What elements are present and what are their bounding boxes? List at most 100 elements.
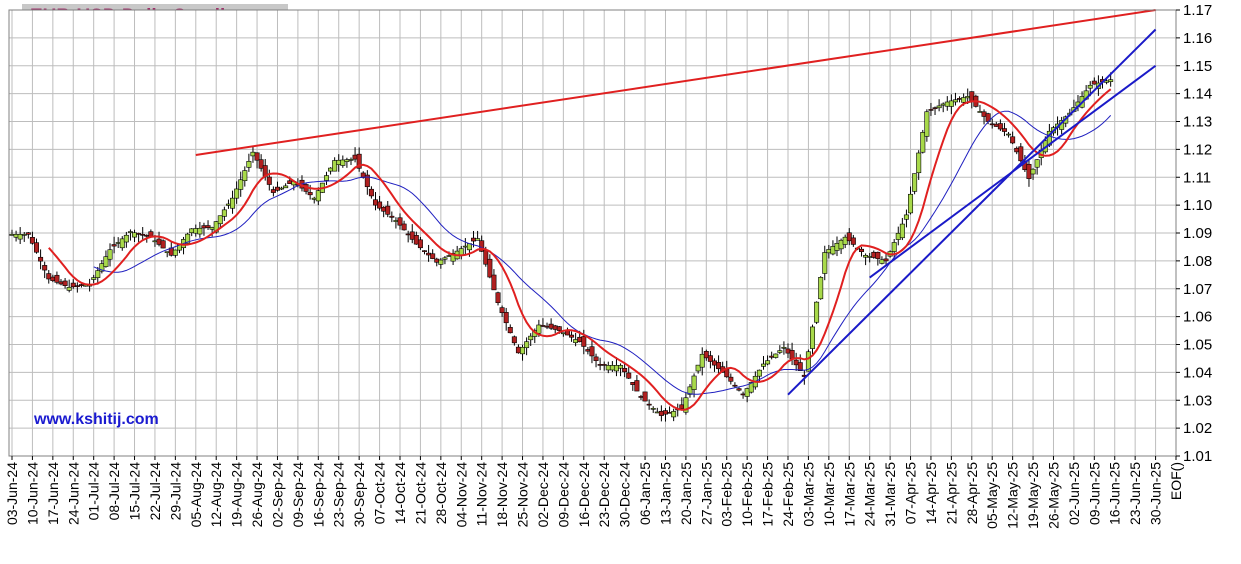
candle-body (254, 152, 260, 161)
candle-body (409, 231, 415, 240)
candle-body (883, 258, 889, 262)
candle-body (189, 228, 195, 234)
x-tick-label: 10-Jun-24 (24, 462, 40, 525)
candle-body (111, 244, 117, 247)
candle-body (891, 242, 897, 252)
candle-body (99, 263, 105, 272)
candle-body (879, 259, 885, 264)
candle-body (307, 192, 313, 196)
candle-body (1018, 146, 1024, 162)
candle-body (867, 256, 873, 258)
candle-body (662, 410, 668, 415)
candle-body (899, 223, 905, 239)
candle-body (1091, 80, 1097, 85)
candle-body (103, 256, 109, 267)
candle-body (863, 255, 869, 258)
x-tick-label: 23-Dec-24 (596, 462, 612, 528)
candle-body (348, 159, 354, 161)
candle-body (58, 281, 64, 285)
candle-body (850, 237, 856, 245)
candle-body (446, 255, 452, 257)
x-tick-label: 28-Oct-24 (433, 462, 449, 524)
x-tick-label: 12-May-25 (1005, 462, 1021, 529)
candle-body (434, 258, 440, 263)
candle-body (70, 282, 76, 288)
website-label: www.kshitij.com (34, 411, 159, 428)
y-tick-label: 1.12 (1183, 141, 1212, 158)
candle-body (1087, 84, 1093, 89)
y-tick-label: 1.05 (1183, 337, 1212, 354)
candle-body (152, 240, 158, 243)
candle-body (703, 351, 709, 359)
candle-body (471, 237, 477, 242)
candle-body (115, 242, 121, 244)
candle-body (499, 307, 505, 314)
candle-body (123, 234, 129, 243)
candle-body (756, 369, 762, 377)
candle-body (634, 380, 640, 392)
candle-body (940, 103, 946, 106)
x-tick-label: 19-Aug-24 (229, 462, 245, 528)
candle-body (491, 274, 497, 291)
candle-body (127, 231, 133, 233)
x-axis-labels: 03-Jun-24 10-Jun-24 17-Jun-24 24-Jun-24 01-J… (4, 456, 1184, 529)
candle-body (136, 233, 142, 235)
candle-body (78, 284, 84, 286)
y-tick-label: 1.04 (1183, 364, 1212, 381)
candle-body (920, 132, 926, 153)
candle-body (728, 376, 734, 382)
candle-body (323, 175, 329, 181)
candle-body (487, 258, 493, 278)
candle-body (225, 203, 231, 206)
candle-body (573, 339, 579, 343)
candle-body (156, 238, 162, 245)
candle-body (242, 170, 248, 181)
candle-body (352, 154, 358, 160)
x-tick-label: 23-Jun-25 (1127, 462, 1143, 525)
candle-body (691, 375, 697, 390)
candle-body (671, 411, 677, 418)
candle-body (716, 362, 722, 370)
candle-body (483, 249, 489, 265)
candle-body (569, 334, 575, 338)
candle-body (344, 159, 350, 162)
candle-body (769, 355, 775, 358)
candle-body (626, 372, 632, 379)
candle-body (442, 257, 448, 260)
x-tick-label: 30-Dec-24 (617, 462, 633, 528)
candle-body (385, 205, 391, 215)
candle-body (364, 174, 370, 188)
candle-body (38, 256, 44, 262)
candle-body (781, 346, 787, 349)
candle-body (581, 336, 587, 347)
candle-body (328, 167, 334, 172)
y-tick-label: 1.02 (1183, 420, 1212, 437)
candle-body (132, 232, 138, 238)
candle-body (495, 292, 501, 303)
candle-body (21, 234, 27, 236)
x-tick-label: 06-Jan-25 (637, 462, 653, 525)
candle-body (1010, 136, 1016, 144)
candle-body (209, 227, 215, 230)
x-tick-label: 16-Dec-24 (576, 462, 592, 528)
x-tick-label: 09-Jun-25 (1086, 462, 1102, 525)
candle-body (1108, 79, 1114, 82)
candle-body (197, 227, 203, 235)
candle-body (536, 324, 542, 334)
candle-body (699, 353, 705, 368)
candle-body (642, 391, 648, 402)
y-tick-label: 1.17 (1183, 2, 1212, 19)
candle-body (622, 368, 628, 373)
candle-body (9, 234, 15, 236)
trendline-0 (195, 9, 1156, 156)
candle-body (417, 239, 423, 249)
candle-body (814, 301, 820, 323)
candle-body (560, 332, 566, 335)
candle-body (524, 341, 530, 349)
candle-body (540, 325, 546, 327)
candle-body (601, 364, 607, 366)
candle-body (287, 180, 293, 184)
x-tick-label: 01-Jul-24 (86, 462, 102, 521)
candle-body (932, 107, 938, 109)
candle-body (266, 176, 272, 185)
